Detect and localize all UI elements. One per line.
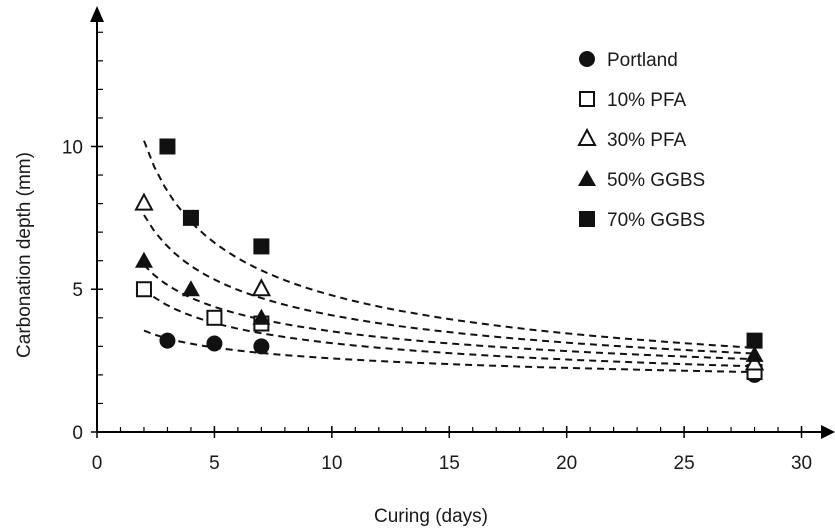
data-point (159, 332, 176, 349)
legend-label: 30% PFA (607, 130, 687, 151)
data-point (252, 308, 271, 325)
legend-label: 10% PFA (607, 90, 687, 111)
axes: 0 5 10 0 5 10 15 20 25 30 (62, 6, 835, 474)
data-point (253, 238, 270, 255)
data-point (253, 338, 270, 355)
data-point (182, 209, 199, 226)
data-point (206, 335, 223, 352)
x-tick-label: 30 (791, 453, 812, 474)
data-points (134, 138, 765, 383)
x-axis-arrow (821, 425, 835, 439)
x-tick-label: 25 (674, 453, 695, 474)
legend-label: Portland (607, 50, 678, 71)
data-point (159, 138, 176, 155)
y-axis-arrow (90, 6, 104, 22)
trendline-3 (143, 264, 755, 361)
y-tick-label: 0 (72, 423, 83, 444)
trendline-4 (143, 140, 755, 349)
x-tick-label: 20 (556, 453, 577, 474)
data-point (135, 281, 152, 298)
trendlines (143, 140, 755, 373)
data-point (744, 352, 765, 371)
legend-marker (579, 51, 595, 67)
legend-marker (578, 170, 596, 186)
legend-marker (577, 127, 597, 146)
x-tick-label: 5 (209, 453, 220, 474)
y-tick-label: 10 (62, 137, 83, 158)
legend-marker (579, 211, 595, 227)
data-point (745, 345, 764, 362)
data-point (134, 192, 154, 211)
trendline-0 (143, 329, 755, 373)
trendline-1 (143, 288, 755, 368)
data-point (746, 332, 763, 349)
legend-label: 70% GGBS (607, 210, 705, 231)
legend-label: 50% GGBS (607, 170, 705, 191)
x-axis-label: Curing (days) (374, 506, 488, 527)
y-axis-label: Carbonation depth (mm) (14, 152, 35, 358)
x-tick-label: 0 (92, 453, 103, 474)
y-tick-label: 5 (72, 280, 83, 301)
data-point (206, 309, 223, 326)
data-point (251, 278, 272, 297)
legend-marker (579, 91, 595, 107)
data-point (134, 251, 153, 268)
data-point (181, 280, 200, 297)
x-tick-label: 10 (321, 453, 342, 474)
x-tick-label: 15 (439, 453, 460, 474)
trendline-2 (143, 214, 755, 355)
legend: Portland 10% PFA 30% PFA 50% GGBS 70% GGBS (577, 50, 705, 231)
